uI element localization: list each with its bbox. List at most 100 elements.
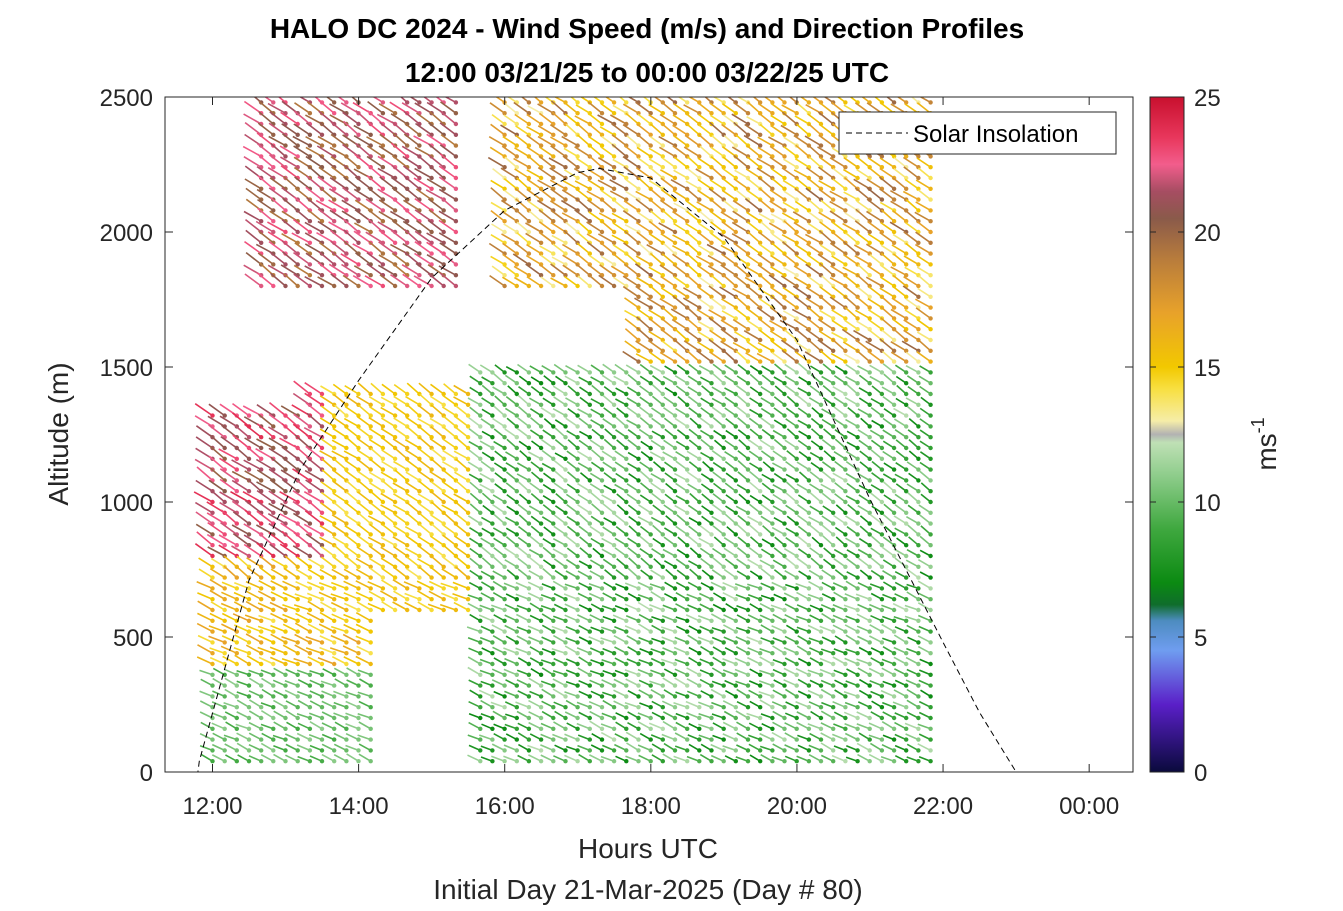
wind-barb-head <box>441 553 446 559</box>
wind-barb <box>454 471 469 482</box>
wind-barb <box>355 142 372 158</box>
wind-barb-head <box>246 748 252 753</box>
wind-barb-head <box>660 586 665 591</box>
wind-barb-head <box>770 564 775 569</box>
wind-barb-head <box>478 413 483 418</box>
wind-barb-head <box>405 543 410 548</box>
wind-barb <box>565 570 578 579</box>
wind-barb-head <box>319 445 325 451</box>
wind-barb-head <box>697 154 702 159</box>
wind-barb-head <box>234 489 239 494</box>
wind-barb-head <box>356 683 361 688</box>
wind-barb-head <box>697 370 702 375</box>
wind-barb-head <box>636 273 641 278</box>
wind-barb-head <box>794 197 799 202</box>
wind-barb <box>367 536 384 546</box>
wind-barb-head <box>611 381 617 386</box>
wind-barb <box>319 568 335 579</box>
wind-barb-head <box>709 305 714 310</box>
wind-barb-head <box>502 726 507 731</box>
wind-barb-head <box>441 208 446 213</box>
wind-barb <box>269 601 286 611</box>
wind-barb-head <box>368 607 373 613</box>
wind-barb-head <box>222 715 227 721</box>
wind-barb-head <box>575 467 580 472</box>
wind-barb-head <box>660 607 665 613</box>
wind-barb-head <box>441 283 446 289</box>
wind-barb-head <box>758 510 763 515</box>
wind-barb-head <box>417 532 422 537</box>
wind-barb <box>562 180 578 190</box>
wind-barb-head <box>490 737 495 742</box>
wind-barb-head <box>319 748 325 753</box>
wind-barb-head <box>794 478 799 483</box>
wind-barb-head <box>611 208 617 213</box>
wind-barb-head <box>271 651 276 656</box>
wind-barb-head <box>636 553 641 559</box>
wind-barb-head <box>624 499 629 505</box>
wind-barb-head <box>770 607 775 613</box>
wind-barb <box>198 568 213 579</box>
wind-barb-head <box>733 629 738 634</box>
wind-barb <box>277 97 287 104</box>
wind-barb-head <box>319 521 325 526</box>
wind-barb-head <box>758 715 763 721</box>
wind-barb <box>452 593 469 600</box>
wind-barb <box>507 97 518 104</box>
wind-barb-head <box>660 683 665 688</box>
wind-barb-head <box>551 705 556 710</box>
wind-barb <box>414 252 433 266</box>
wind-barb-head <box>210 694 215 699</box>
wind-barb <box>306 412 323 427</box>
wind-barb <box>292 500 311 514</box>
wind-barb <box>439 251 457 266</box>
wind-barb-head <box>295 651 300 656</box>
wind-barb-head <box>332 597 337 602</box>
wind-barb-head <box>697 607 702 613</box>
wind-barb <box>248 669 262 676</box>
wind-barb-head <box>246 726 252 731</box>
wind-barb <box>280 165 299 179</box>
wind-barb-head <box>526 694 532 699</box>
wind-barb-head <box>332 100 337 105</box>
wind-barb <box>566 503 579 514</box>
wind-barb <box>357 501 372 514</box>
wind-barb <box>481 384 493 395</box>
wind-barb <box>223 555 238 568</box>
wind-barb <box>505 536 518 546</box>
wind-barb-head <box>770 586 775 591</box>
wind-barb-head <box>611 521 617 526</box>
wind-barb-head <box>429 607 434 613</box>
wind-barb-head <box>246 661 252 667</box>
wind-barb-head <box>490 672 495 677</box>
wind-barb-head <box>758 759 763 764</box>
wind-barb <box>304 265 323 276</box>
wind-barb-head <box>210 640 215 645</box>
wind-barb-head <box>392 283 398 289</box>
wind-barb-head <box>356 262 361 267</box>
wind-barb-head <box>356 759 361 764</box>
wind-barb-head <box>660 597 665 602</box>
wind-barb <box>317 99 335 114</box>
wind-barb <box>364 275 384 287</box>
wind-barb-head <box>259 219 264 224</box>
wind-barb <box>306 542 323 557</box>
wind-barb-head <box>672 424 678 429</box>
wind-barb-head <box>733 607 738 613</box>
wind-barb <box>405 547 420 557</box>
wind-barb-head <box>295 683 300 688</box>
wind-barb-head <box>587 629 592 634</box>
wind-barb-head <box>709 489 714 494</box>
wind-barb-head <box>551 478 556 483</box>
wind-barb <box>528 451 542 460</box>
wind-barb-head <box>332 510 337 515</box>
wind-barb <box>297 699 311 708</box>
wind-barb-head <box>733 651 738 656</box>
wind-barb-head <box>319 640 325 645</box>
wind-barb-head <box>551 694 556 699</box>
wind-barb <box>530 417 542 428</box>
wind-barb <box>305 122 323 136</box>
wind-barb-head <box>453 121 459 127</box>
wind-barb <box>565 397 578 406</box>
wind-barb-head <box>624 759 629 764</box>
